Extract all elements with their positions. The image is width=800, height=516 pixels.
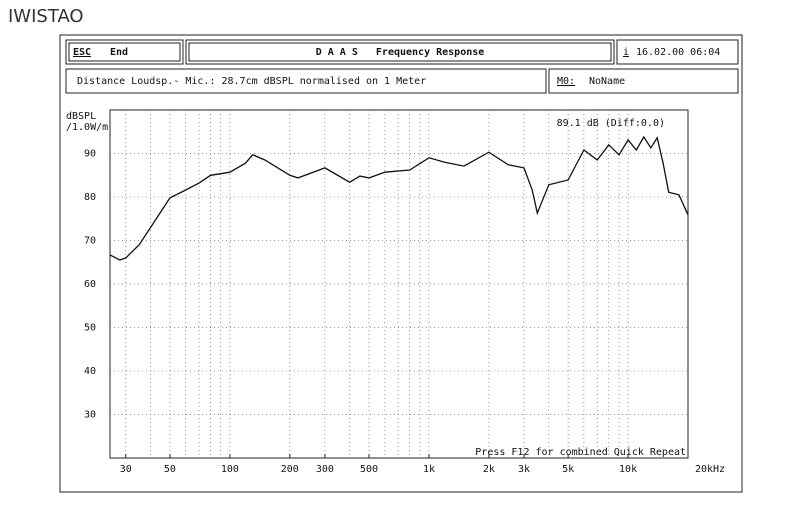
x-tick-label: 200 (281, 464, 299, 475)
y-tick-label: 60 (84, 279, 96, 290)
x-tick-label: 2k (483, 464, 495, 475)
info-key[interactable]: i (623, 47, 629, 58)
memory-name: NoName (589, 76, 625, 87)
response-curve (109, 135, 689, 261)
annotation: Press F12 for combined Quick Repeat (475, 447, 686, 458)
end-label[interactable]: End (110, 47, 128, 58)
x-tick-label: 20kHz (695, 464, 725, 475)
annotation: 89.1 dB (Diff:0.0) (557, 118, 665, 129)
x-tick-label: 300 (316, 464, 334, 475)
y-tick-label: 40 (84, 366, 96, 377)
y-axis-label: /1.0W/m (66, 122, 108, 133)
y-tick-label: 90 (84, 149, 96, 160)
y-axis-label: dBSPL (66, 111, 96, 122)
window-frame (59, 34, 743, 493)
x-tick-label: 30 (120, 464, 132, 475)
esc-box-inner (68, 42, 181, 62)
y-tick-label: 70 (84, 236, 96, 247)
x-tick-label: 100 (221, 464, 239, 475)
y-tick-label: 30 (84, 410, 96, 421)
title: D A A S Frequency Response (316, 47, 485, 58)
esc-key[interactable]: ESC (73, 47, 91, 58)
title-box-inner (188, 42, 612, 62)
x-tick-label: 10k (619, 464, 637, 475)
memory-key[interactable]: M0: (557, 76, 575, 87)
x-tick-label: 500 (360, 464, 378, 475)
x-tick-label: 5k (562, 464, 574, 475)
x-tick-label: 1k (423, 464, 435, 475)
y-tick-label: 80 (84, 192, 96, 203)
description-box (65, 68, 547, 94)
memory-box (548, 68, 739, 94)
title-box (185, 39, 615, 65)
x-tick-label: 50 (164, 464, 176, 475)
datetime: 16.02.00 06:04 (636, 47, 720, 58)
description: Distance Loudsp.- Mic.: 28.7cm dBSPL nor… (77, 76, 426, 87)
esc-box (65, 39, 184, 65)
y-tick-label: 50 (84, 323, 96, 334)
brand: IWISTAO (8, 6, 84, 27)
x-tick-label: 3k (518, 464, 530, 475)
date-box (616, 39, 739, 65)
